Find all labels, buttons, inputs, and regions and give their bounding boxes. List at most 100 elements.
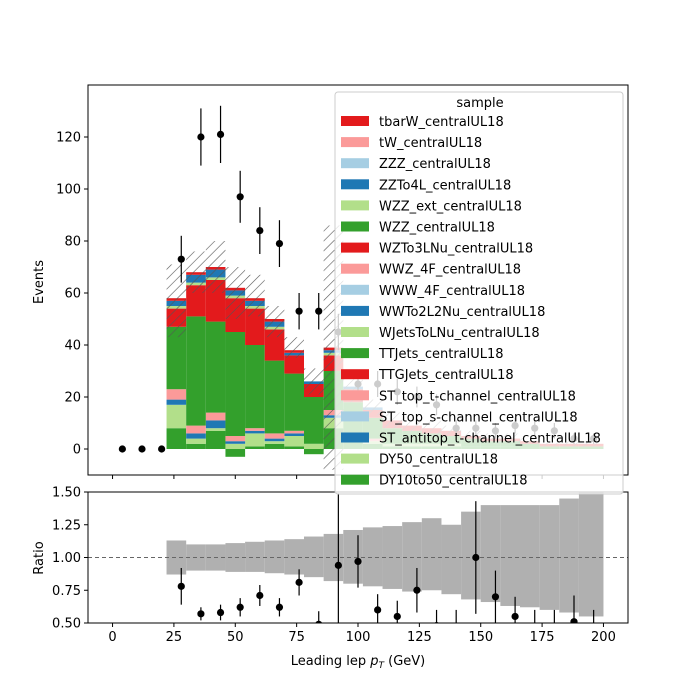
bar-segment (284, 436, 304, 447)
bar-segment (264, 438, 285, 442)
legend-swatch (341, 221, 369, 232)
legend-box (334, 91, 624, 495)
bar-segment (166, 399, 187, 405)
legend-swatch (341, 390, 369, 401)
legend-swatch (341, 348, 369, 359)
main-ylabel: Events (32, 260, 47, 304)
ratio-uncertainty-band (264, 540, 285, 574)
bar-segment (225, 332, 246, 436)
ratio-ytick-label: 0.50 (52, 617, 81, 632)
bar-segment (205, 428, 226, 431)
data-point (197, 133, 205, 141)
legend-entry: ST_antitop_t-channel_centralUL18 (379, 432, 601, 447)
bar-segment (245, 345, 265, 429)
ratio-point (275, 603, 284, 611)
ratio-uncertainty-band (402, 522, 422, 592)
ratio-uncertainty-band (441, 524, 462, 595)
ratio-xtick-label: 175 (530, 630, 555, 645)
ratio-uncertainty-band (304, 536, 324, 578)
ratio-uncertainty-band (343, 529, 363, 584)
bar-segment (284, 355, 304, 374)
ratio-ytick-label: 1.25 (52, 518, 81, 533)
ratio-point (256, 591, 264, 600)
data-point (216, 130, 225, 138)
legend-entry: TTGJets_centralUL18 (378, 368, 514, 383)
mc-uncertainty-hatch (205, 241, 226, 293)
bar-segment (245, 430, 265, 434)
legend-entry: DY50_centralUL18 (379, 453, 498, 468)
bar-segment (186, 433, 206, 439)
mc-uncertainty-hatch (264, 306, 285, 338)
legend-entry: TTJets_centralUL18 (378, 347, 504, 362)
data-point (236, 193, 244, 201)
data-point (295, 307, 303, 315)
data-point (256, 227, 264, 235)
bar-segment (186, 443, 206, 449)
bar-segment (205, 321, 226, 413)
bar-segment (245, 433, 265, 447)
legend-swatch (341, 411, 369, 422)
main-ytick-label: 40 (64, 339, 81, 354)
ratio-point (216, 608, 225, 617)
ratio-uncertainty-band (559, 498, 579, 613)
ratio-point (354, 557, 362, 566)
legend-entry: WWTo2L2Nu_centralUL18 (379, 305, 545, 320)
mc-uncertainty-hatch (284, 337, 304, 358)
bar-segment (264, 433, 285, 439)
bar-segment (225, 443, 246, 449)
ratio-ytick-label: 0.75 (52, 584, 81, 599)
ratio-xtick-label: 100 (346, 630, 371, 645)
bar-segment (166, 404, 187, 429)
legend-swatch (341, 284, 369, 295)
legend-swatch (341, 179, 369, 190)
legend-swatch (341, 200, 369, 211)
ratio-point (295, 578, 303, 586)
legend-entry: ST_top_s-channel_centralUL18 (379, 410, 578, 425)
bar-segment (245, 308, 265, 345)
main-ytick-label: 100 (56, 183, 81, 198)
bar-segment (166, 428, 187, 449)
bar-segment (205, 420, 226, 429)
bar-segment (264, 443, 285, 449)
ratio-uncertainty-band (578, 492, 604, 617)
ratio-uncertainty-band (245, 541, 265, 572)
bar-segment (225, 449, 246, 457)
legend-swatch (341, 116, 369, 126)
ratio-xtick-label: 125 (407, 630, 432, 645)
ratio-point (491, 593, 500, 601)
legend-swatch (341, 305, 369, 316)
ratio-point (177, 582, 185, 590)
mc-uncertainty-hatch (166, 264, 187, 338)
bar-segment (186, 425, 206, 434)
ratio-xtick-label: 150 (468, 630, 493, 645)
data-point (177, 255, 185, 263)
bar-segment (284, 446, 304, 449)
ratio-plot-panel: 0.50 0.75 1.00 1.25 1.50 0 25 50 75 100 125 150 175 2… (52, 486, 629, 645)
bar-segment (186, 316, 206, 426)
ratio-point (472, 553, 480, 562)
ratio-point (413, 586, 421, 594)
legend-entry: WZTo3LNu_centralUL18 (379, 242, 533, 257)
legend-entry: DY10to50_centralUL18 (379, 474, 528, 489)
ratio-uncertainty-band (539, 505, 560, 610)
legend-entry: WJetsToLNu_centralUL18 (379, 326, 540, 341)
legend-entry: ZZTo4L_centralUL18 (379, 178, 511, 193)
bar-segment (284, 373, 304, 431)
ratio-plot-area (88, 492, 628, 623)
main-ytick-label: 60 (64, 287, 81, 302)
bar-segment (166, 326, 187, 390)
bar-segment (245, 446, 265, 449)
legend-swatch (341, 242, 369, 253)
bar-segment (304, 443, 324, 449)
legend-swatch (341, 263, 369, 274)
main-ytick-label: 20 (64, 391, 81, 406)
ratio-uncertainty-band (500, 505, 520, 606)
bar-segment (205, 412, 226, 421)
ratio-point (334, 561, 342, 569)
bar-segment (205, 430, 226, 449)
ratio-ylabel: Ratio (32, 541, 47, 574)
legend: sample tbarW_centralUL18 tW_centralUL18 ZZZ… (334, 91, 624, 495)
ratio-xtick-label: 0 (108, 630, 116, 645)
data-point (158, 445, 166, 453)
